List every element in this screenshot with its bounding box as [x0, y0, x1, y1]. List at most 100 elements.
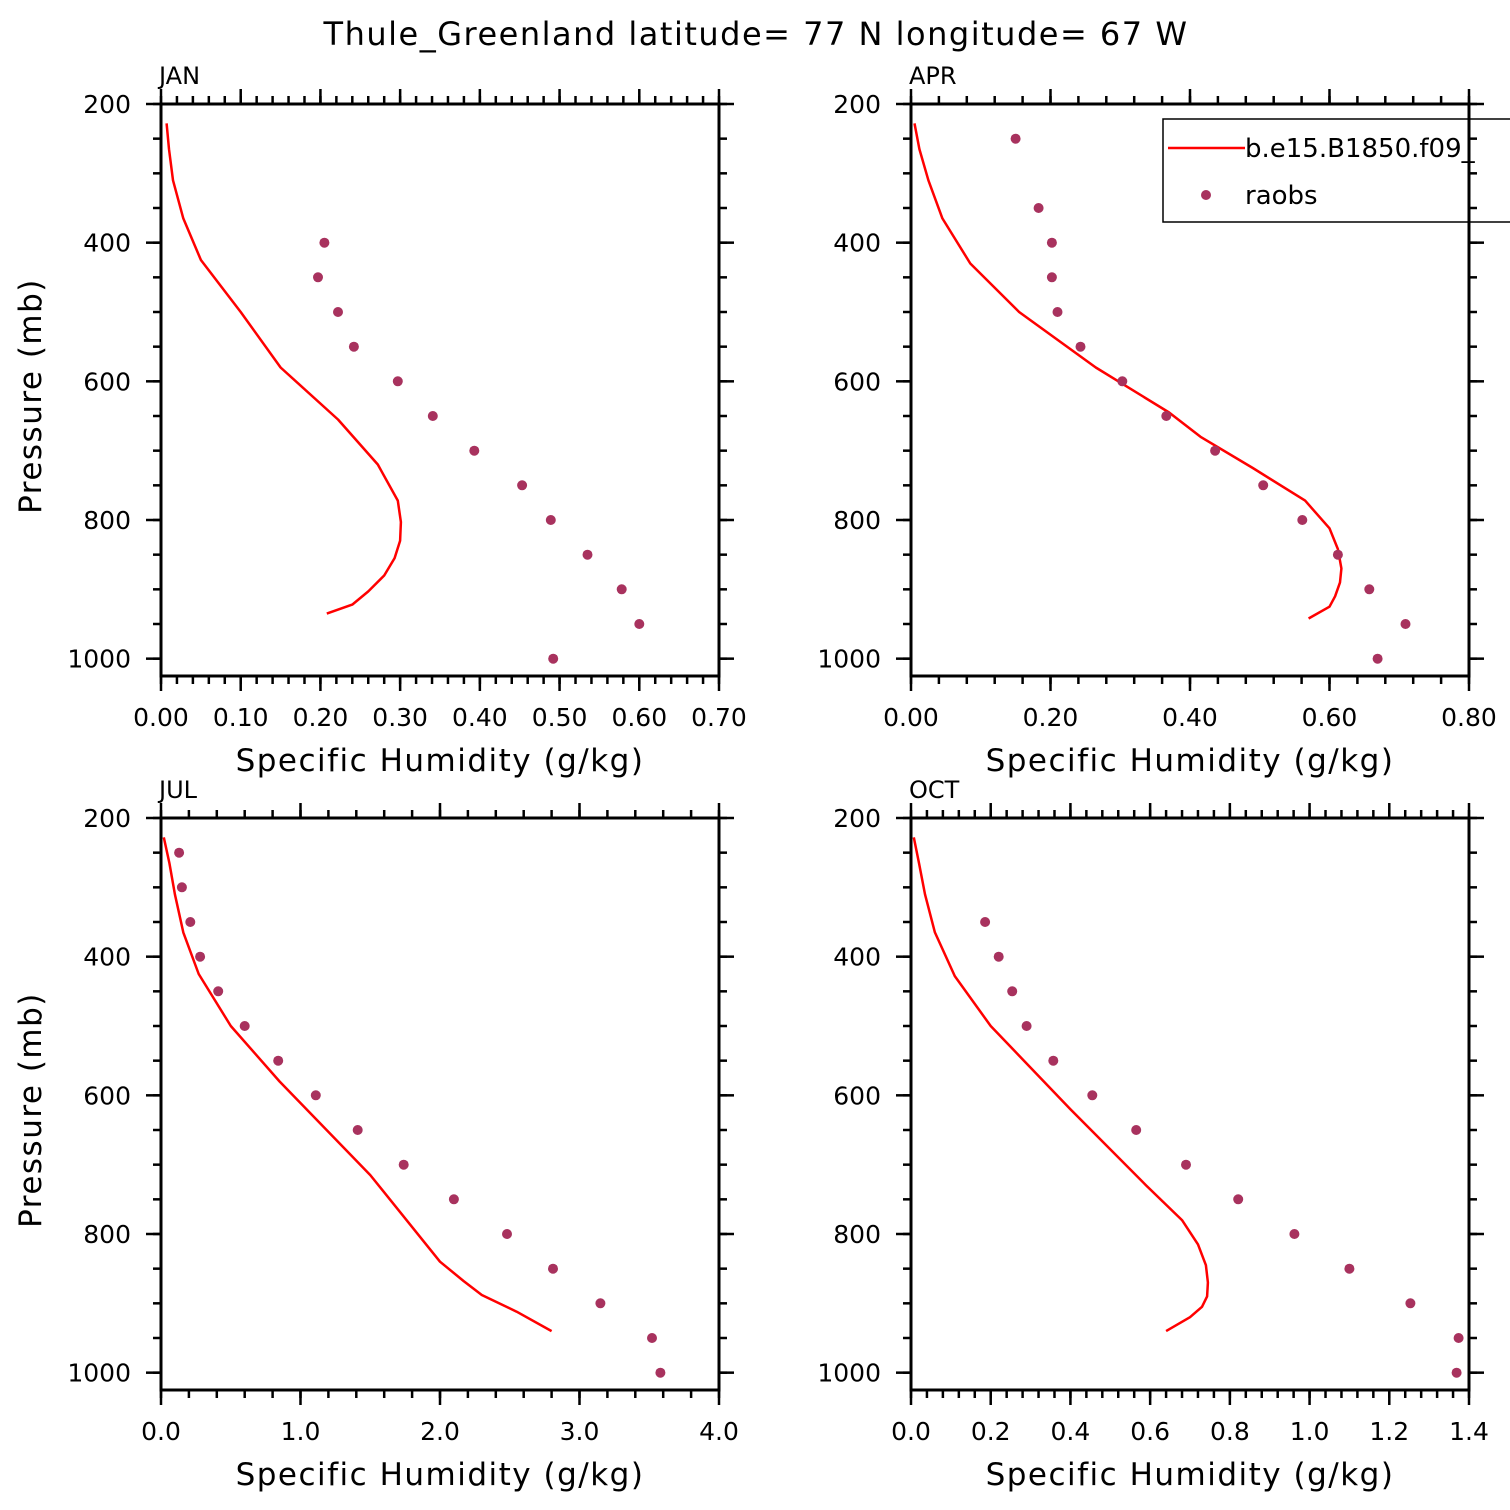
x-tick-label: 3.0 [560, 1417, 600, 1446]
raobs-point [1332, 549, 1343, 560]
x-tick-label: 0.6 [1130, 1417, 1170, 1446]
raobs-point [1297, 515, 1308, 525]
raobs-point [239, 1021, 250, 1031]
raobs-point [333, 307, 343, 317]
x-tick-label: 0.2 [971, 1417, 1011, 1446]
raobs-point [1087, 1090, 1098, 1101]
raobs-point [1075, 341, 1086, 352]
raobs-point [634, 619, 645, 629]
legend-box [1162, 118, 1510, 223]
raobs-point [185, 917, 196, 927]
raobs-point [176, 882, 187, 893]
x-tick-label: 0.0 [891, 1417, 931, 1446]
raobs-point [213, 986, 224, 997]
raobs-point [1161, 411, 1172, 421]
raobs-point [1451, 1367, 1462, 1378]
raobs-point [310, 1090, 321, 1101]
y-tick-label: 800 [83, 1220, 131, 1249]
raobs-point [1233, 1194, 1244, 1205]
raobs-point [1344, 1263, 1355, 1274]
x-tick-label: 1.2 [1369, 1417, 1409, 1446]
raobs-point [595, 1298, 606, 1309]
y-tick-label: 400 [83, 943, 131, 972]
figure-title: Thule_Greenland latitude= 77 N longitude… [323, 15, 1189, 53]
y-tick-label: 1000 [817, 645, 881, 674]
raobs-point [195, 951, 206, 962]
model-profile-line [165, 123, 403, 615]
model-profile-line [913, 123, 1343, 620]
x-tick-label: 0.60 [1302, 703, 1358, 732]
raobs-point [174, 847, 185, 858]
raobs-point [1046, 272, 1057, 283]
plot-frame [909, 816, 1471, 1392]
raobs-point [1453, 1333, 1464, 1343]
y-tick-label: 200 [83, 90, 131, 119]
raobs-point [392, 376, 403, 387]
raobs-point [616, 584, 627, 595]
x-axis-title: Specific Humidity (g/kg) [986, 1457, 1395, 1493]
raobs-point [1046, 237, 1057, 248]
raobs-point [1033, 203, 1044, 213]
raobs-point [1010, 133, 1021, 144]
raobs-point [1052, 307, 1063, 317]
raobs-point [348, 341, 359, 352]
x-tick-label: 0.20 [1023, 703, 1079, 732]
x-tick-label: 0.10 [213, 703, 269, 732]
y-tick-label: 800 [833, 506, 881, 535]
x-tick-label: 2.0 [420, 1417, 460, 1446]
panel-oct: 0.0 0.2 0.4 0.6 0.8 1.0 1.2 1.4 200 400 600 800 1000… [817, 776, 1489, 1493]
y-tick-label: 1000 [67, 645, 131, 674]
raobs-point [1181, 1159, 1191, 1170]
plot-frame [909, 102, 1471, 678]
y-tick-label: 200 [83, 804, 131, 833]
raobs-point [1131, 1125, 1142, 1135]
x-tick-label: 0.60 [611, 703, 667, 732]
legend-model-label: b.e15.B1850.f09_ [1245, 134, 1476, 164]
plot-frame [159, 816, 721, 1392]
x-tick-label: 0.00 [133, 703, 189, 732]
raobs-point [502, 1229, 512, 1239]
raobs-point [1364, 584, 1375, 595]
legend: b.e15.B1850.f09_raobs [1162, 118, 1510, 223]
raobs-point [1405, 1298, 1416, 1309]
y-tick-label: 600 [833, 367, 881, 396]
x-tick-label: 0.40 [452, 703, 508, 732]
panel-jul: 0.0 1.0 2.0 3.0 4.0 200 400 600 800 1000 JUL Specif… [13, 776, 739, 1493]
x-tick-label: 0.40 [1162, 703, 1218, 732]
raobs-point [1400, 619, 1411, 629]
legend-obs-label: raobs [1245, 181, 1318, 211]
x-tick-label: 0.50 [532, 703, 588, 732]
y-axis-title: Pressure (mb) [13, 278, 49, 514]
panels: 0.00 0.10 0.20 0.30 0.40 0.50 0.60 0.70 200 400 60… [13, 62, 1497, 1493]
x-tick-label: 1.4 [1449, 1417, 1489, 1446]
raobs-point [647, 1333, 657, 1343]
model-profile-line [912, 837, 1210, 1333]
y-tick-label: 400 [833, 943, 881, 972]
raobs-point [273, 1055, 284, 1066]
raobs-point [1048, 1055, 1059, 1066]
model-profile-line [162, 837, 553, 1333]
raobs-point [1021, 1021, 1032, 1031]
x-tick-label: 0.70 [691, 703, 747, 732]
x-axis-title: Specific Humidity (g/kg) [236, 743, 645, 779]
raobs-point [1210, 445, 1221, 456]
raobs-point [427, 411, 438, 421]
raobs-point [1117, 376, 1128, 387]
panel-month-label: JUL [157, 776, 198, 804]
raobs-point [1007, 986, 1018, 997]
panel-month-label: APR [909, 62, 957, 90]
raobs-point [993, 951, 1004, 962]
raobs-point [1372, 653, 1383, 664]
raobs-point [582, 549, 593, 560]
x-tick-label: 0.80 [1441, 703, 1497, 732]
raobs-point [655, 1367, 666, 1378]
y-tick-label: 200 [833, 90, 881, 119]
y-tick-label: 800 [833, 1220, 881, 1249]
raobs-point [1289, 1229, 1300, 1239]
raobs-point [548, 653, 559, 664]
x-axis-title: Specific Humidity (g/kg) [236, 1457, 645, 1493]
x-axis-title: Specific Humidity (g/kg) [986, 743, 1395, 779]
legend-obs-swatch [1201, 190, 1211, 200]
x-tick-label: 0.0 [141, 1417, 181, 1446]
